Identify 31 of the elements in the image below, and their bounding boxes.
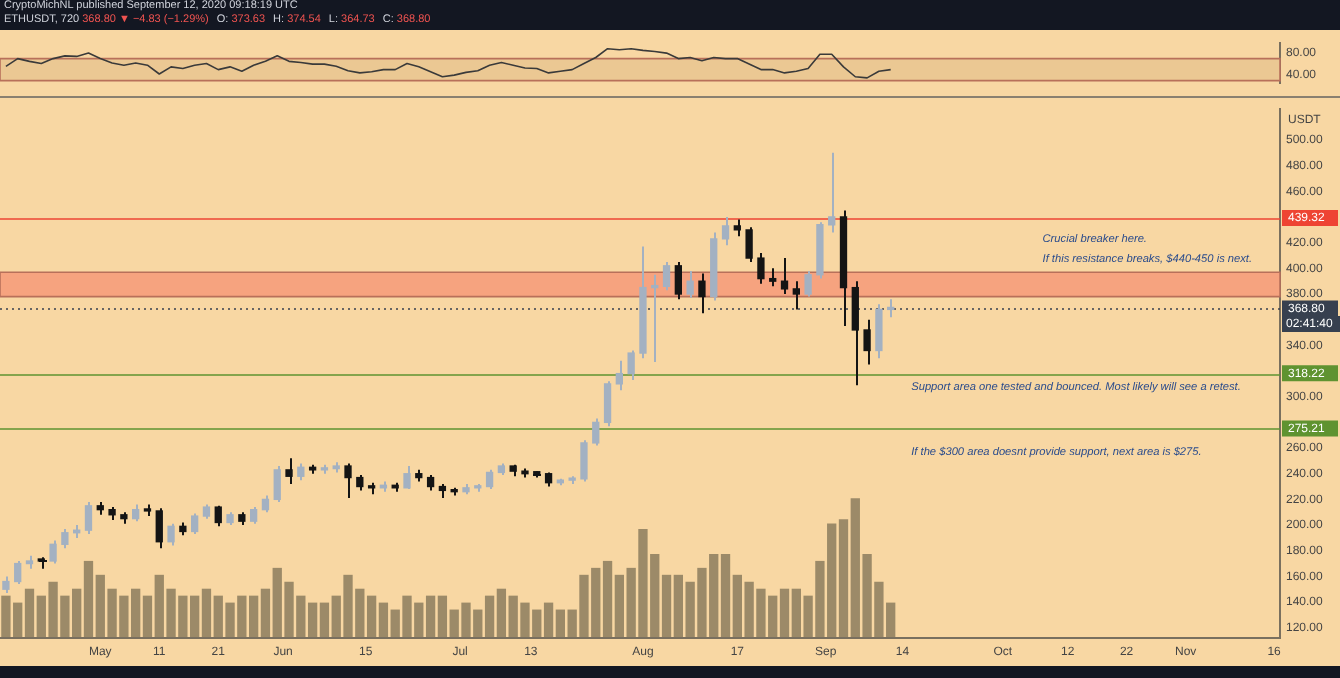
- candlestick: [603, 380, 612, 428]
- candlestick: [780, 257, 789, 296]
- candlestick: [344, 462, 352, 500]
- candlestick: [875, 303, 883, 360]
- candlestick: [14, 559, 22, 586]
- candlestick: [627, 349, 635, 382]
- candlestick: [674, 260, 682, 301]
- candlestick: [285, 457, 293, 485]
- candlestick: [698, 272, 706, 315]
- candlestick: [84, 500, 93, 536]
- candlestick: [721, 216, 730, 247]
- candlestick: [851, 280, 859, 387]
- candlestick: [863, 318, 871, 366]
- candlestick: [686, 269, 694, 299]
- candlestick: [155, 507, 163, 550]
- candlestick: [190, 512, 199, 536]
- candlestick: [167, 522, 175, 547]
- candlestick: [804, 269, 812, 298]
- candlestick: [745, 226, 753, 263]
- candlestick: [662, 260, 671, 292]
- candlestick: [273, 465, 281, 503]
- candlestick: [49, 539, 57, 565]
- candlestick: [615, 359, 624, 392]
- candlestick: [792, 280, 800, 311]
- candlestick: [757, 251, 765, 285]
- candlestick: [592, 417, 600, 447]
- candlestick: [403, 465, 411, 491]
- candlestick: [580, 439, 588, 483]
- candlestick: [828, 151, 836, 234]
- candlestick: [61, 527, 69, 550]
- candlestick: [485, 468, 494, 491]
